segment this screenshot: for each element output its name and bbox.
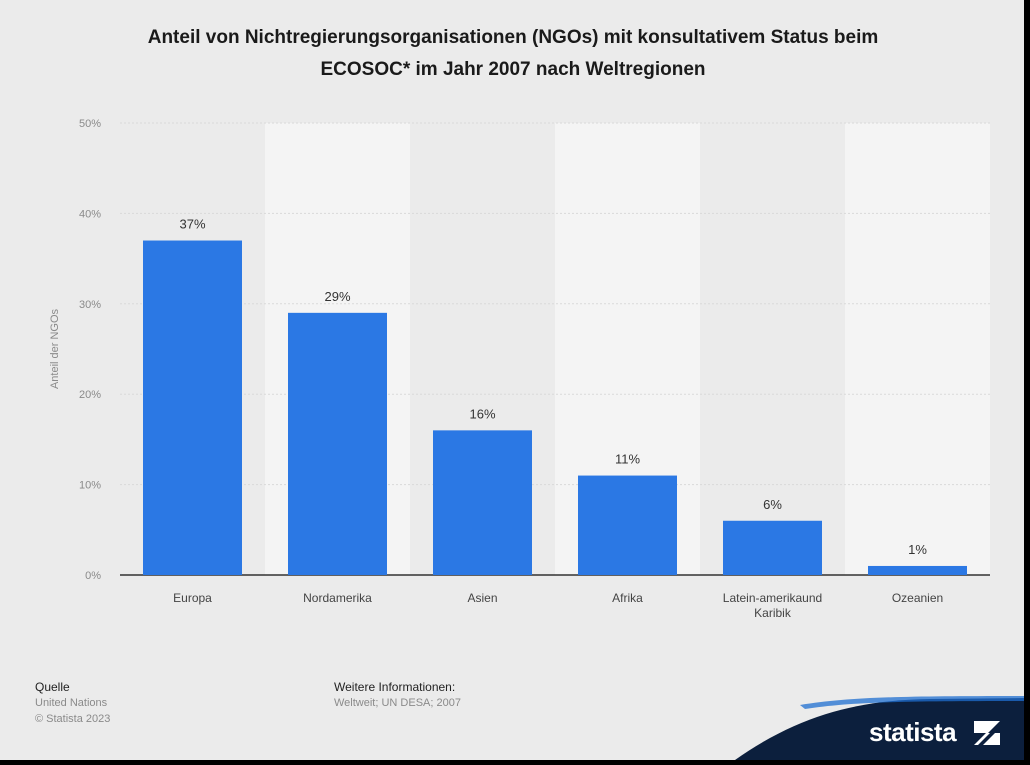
info-text: Weltweit; UN DESA; 2007 (334, 697, 461, 709)
source-line-1: United Nations (35, 697, 108, 709)
statista-logo-text[interactable]: statista (869, 717, 957, 747)
data-label: 16% (469, 406, 495, 421)
column-band (845, 123, 990, 575)
bar (723, 520, 822, 575)
y-tick-label: 20% (79, 389, 101, 401)
y-tick-label: 40% (79, 208, 101, 220)
data-label: 29% (324, 289, 350, 304)
chart-title: Anteil von Nichtregierungsorganisationen… (147, 27, 879, 80)
category-label: Latein-amerikaund Karibik (723, 591, 822, 620)
data-label: 37% (179, 217, 205, 232)
category-label: Asien (467, 591, 497, 605)
category-label: Europa (173, 591, 212, 605)
statista-logo-icon (974, 721, 1000, 745)
data-label: 6% (763, 497, 782, 512)
source-heading: Quelle (35, 680, 70, 694)
bar (143, 240, 242, 575)
info-heading: Weitere Informationen: (334, 680, 456, 694)
bar (433, 430, 532, 575)
y-axis-title: Anteil der NGOs (49, 308, 61, 389)
data-label: 11% (615, 452, 640, 467)
y-tick-label: 30% (79, 299, 101, 311)
y-tick-label: 50% (79, 118, 101, 130)
category-label: Ozeanien (892, 591, 943, 605)
bar (578, 475, 677, 575)
bar (288, 312, 387, 575)
source-line-2: © Statista 2023 (35, 713, 111, 725)
y-tick-label: 10% (79, 480, 101, 492)
category-label: Afrika (612, 591, 643, 605)
bar (868, 565, 967, 575)
data-label: 1% (908, 542, 927, 557)
bar-chart: 0% 10% 20% 30% 40% 50% Anteil der NGOs 37% Europ… (49, 118, 990, 620)
y-tick-label: 0% (85, 570, 101, 582)
category-label: Nordamerika (303, 591, 372, 605)
